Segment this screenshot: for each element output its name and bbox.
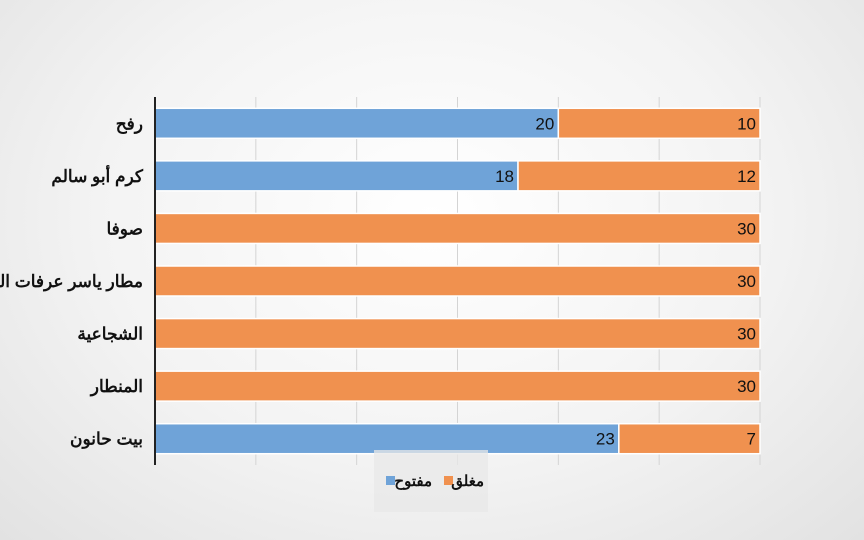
- bar-segment: [618, 422, 761, 455]
- data-label: 12: [737, 167, 756, 186]
- data-label: 30: [737, 325, 756, 344]
- bar-segment: [557, 107, 761, 140]
- data-label: 30: [737, 377, 756, 396]
- bar-segment: [154, 422, 620, 455]
- bar-segment: [154, 370, 761, 402]
- legend-label: مغلق: [451, 473, 484, 490]
- data-label: 7: [747, 430, 756, 449]
- category-label: رفح: [116, 114, 143, 134]
- chart-legend: مفتوح مغلق: [374, 450, 488, 512]
- chart-bars: [154, 107, 761, 455]
- data-label: 23: [596, 430, 615, 449]
- category-label: الشجاعية: [77, 325, 143, 344]
- bar-segment: [154, 265, 761, 297]
- legend-swatch: [386, 476, 395, 485]
- bar-segment: [154, 160, 519, 192]
- chart-data-labels: 20 10 18 12 30 30 30 30 23 7: [495, 114, 756, 448]
- bar-segment: [154, 107, 560, 140]
- data-label: 20: [535, 114, 554, 133]
- category-label: مطار ياسر عرفات الدولي: [0, 272, 143, 292]
- bar-segment: [517, 160, 761, 192]
- legend-swatch: [444, 476, 453, 485]
- legend-label: مفتوح: [394, 473, 432, 490]
- bar-segment: [154, 212, 761, 245]
- category-label: صوفا: [106, 219, 143, 239]
- data-label: 30: [737, 272, 756, 291]
- category-label: بيت حانون: [70, 430, 143, 450]
- category-label: المنطار: [89, 377, 143, 397]
- data-label: 30: [737, 219, 756, 238]
- chart-category-labels: رفح كرم أبو سالم صوفا مطار ياسر عرفات الدول…: [0, 114, 144, 449]
- bar-segment: [154, 317, 761, 350]
- data-label: 10: [737, 114, 756, 133]
- category-label: كرم أبو سالم: [51, 164, 144, 187]
- data-label: 18: [495, 167, 514, 186]
